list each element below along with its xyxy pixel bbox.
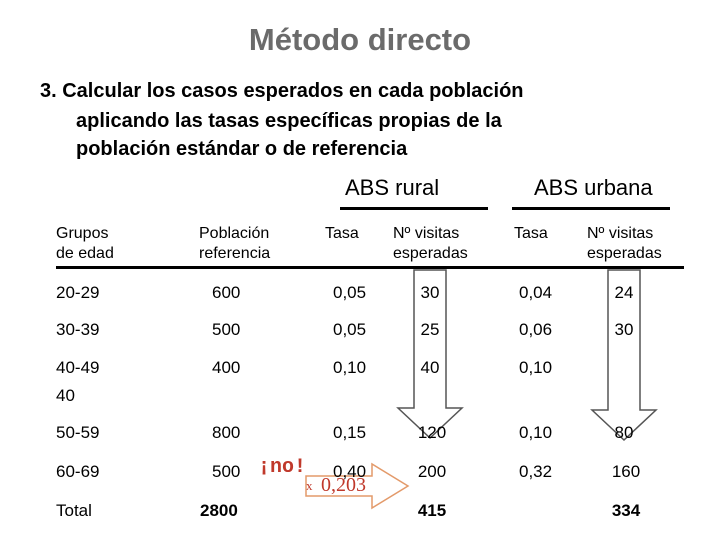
row-2-poblacion: 500	[212, 320, 241, 339]
header-visitas-rural-line-2: esperadas	[393, 245, 468, 262]
subtitle-line-3: población estándar o de referencia	[76, 138, 408, 160]
header-visitas-rural-line-1: Nº visitas	[393, 225, 460, 242]
row-3-grupo-extra: 40	[56, 386, 75, 405]
header-visitas-urbana-line-1: Nº visitas	[587, 225, 654, 242]
row-5-tasa-rural: 0,40	[333, 462, 367, 481]
annotation-value: 0,203	[321, 474, 366, 496]
header-poblacion-line-1: Población	[199, 225, 270, 242]
group-rural: ABS rural	[345, 175, 440, 200]
annotation-x: x	[306, 478, 313, 493]
row-1-visitas-urbana: 24	[614, 283, 634, 302]
subtitle-line-1: 3. Calcular los casos esperados en cada …	[40, 80, 524, 102]
row-5-grupo: 60-69	[56, 462, 100, 481]
row-4-tasa-rural: 0,15	[333, 423, 367, 442]
row-3-visitas-rural: 40	[420, 358, 440, 377]
row-5-tasa-urbana: 0,32	[519, 462, 553, 481]
header-visitas-rural: Nº visitas esperadas	[393, 224, 468, 264]
row-2-visitas-rural: 25	[420, 320, 440, 339]
row-5-visitas-urbana: 160	[611, 462, 641, 481]
row-3-tasa-rural: 0,10	[333, 358, 367, 377]
row-3-poblacion: 400	[212, 358, 241, 377]
row-1-tasa-rural: 0,05	[333, 283, 367, 302]
down-arrow-icon	[396, 269, 464, 440]
group-urbana-rule	[512, 207, 670, 210]
group-urbana: ABS urbana	[534, 175, 653, 200]
row-5-visitas-rural: 200	[417, 462, 447, 481]
row-3-grupo: 40-49	[56, 358, 100, 377]
down-arrow-icon	[590, 269, 658, 442]
header-visitas-urbana-line-2: esperadas	[587, 245, 662, 262]
row-4-visitas-urbana: 80	[614, 423, 634, 442]
row-5-poblacion: 500	[212, 462, 241, 481]
header-grupos-line-2: de edad	[56, 245, 114, 262]
row-2-tasa-rural: 0,05	[333, 320, 367, 339]
header-poblacion-line-2: referencia	[199, 245, 271, 262]
header-grupos: Grupos de edad	[56, 224, 114, 264]
total-label: Total	[56, 501, 92, 520]
row-1-visitas-rural: 30	[420, 283, 440, 302]
row-1-grupo: 20-29	[56, 283, 100, 302]
page-title: Método directo	[248, 22, 472, 57]
row-4-visitas-rural: 120	[417, 423, 447, 442]
row-2-visitas-urbana: 30	[614, 320, 634, 339]
header-tasa-urbana: Tasa	[514, 225, 548, 242]
total-visitas-urbana: 334	[611, 501, 641, 520]
group-rural-rule	[340, 207, 488, 210]
row-1-poblacion: 600	[212, 283, 241, 302]
row-4-tasa-urbana: 0,10	[519, 423, 553, 442]
row-3-tasa-urbana: 0,10	[519, 358, 553, 377]
header-rule	[56, 266, 684, 269]
row-1-tasa-urbana: 0,04	[519, 283, 553, 302]
annotation-no: ¡no!	[258, 456, 307, 479]
total-visitas-rural: 415	[417, 501, 447, 520]
row-4-grupo: 50-59	[56, 423, 100, 442]
header-tasa-rural: Tasa	[325, 225, 359, 242]
right-arrow-icon	[305, 462, 410, 510]
header-visitas-urbana: Nº visitas esperadas	[587, 224, 662, 264]
subtitle-line-2: aplicando las tasas específicas propias …	[76, 110, 502, 132]
row-4-poblacion: 800	[212, 423, 241, 442]
row-2-tasa-urbana: 0,06	[519, 320, 553, 339]
header-poblacion: Población referencia	[199, 224, 270, 264]
row-2-grupo: 30-39	[56, 320, 100, 339]
header-grupos-line-1: Grupos	[56, 225, 109, 242]
total-poblacion: 2800	[200, 501, 238, 520]
